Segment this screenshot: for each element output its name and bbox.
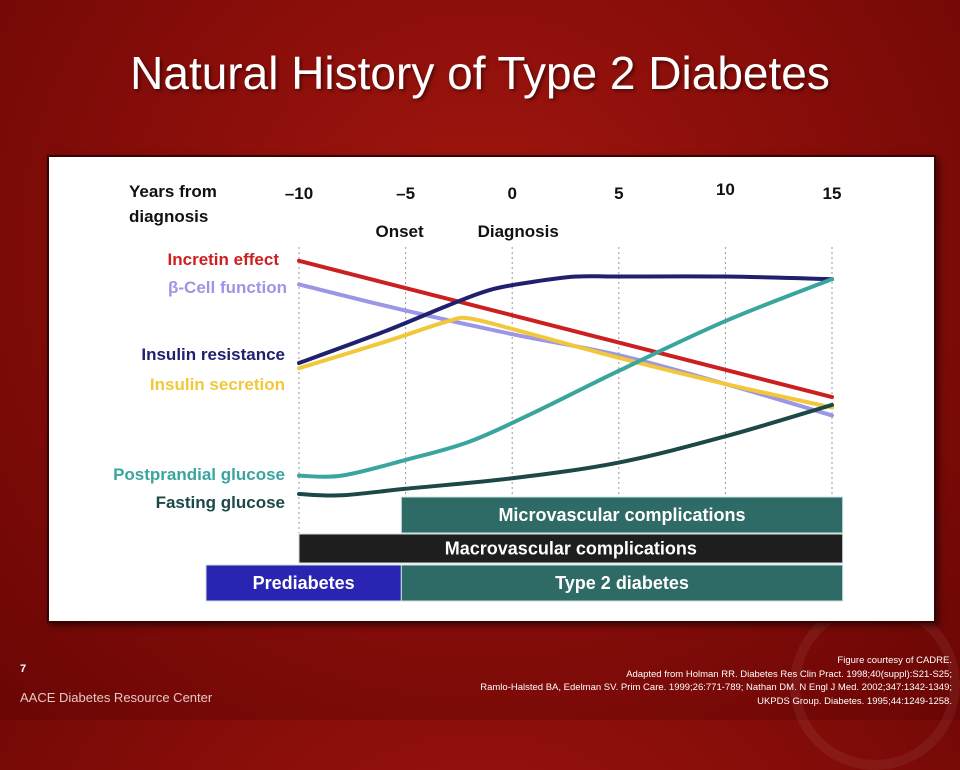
- bar-label: Microvascular complications: [498, 505, 745, 525]
- series-line: [297, 402, 834, 498]
- x-tick-label: 15: [823, 184, 842, 203]
- annotation-label: Diagnosis: [478, 222, 559, 241]
- x-tick-label: 0: [507, 184, 516, 203]
- slide-number: 7: [20, 663, 27, 675]
- bar-label: Macrovascular complications: [445, 539, 697, 559]
- series-label: Incretin effect: [168, 250, 280, 269]
- series-line: [297, 274, 834, 365]
- organization-name: AACE Diabetes Resource Center: [20, 690, 213, 705]
- chart-svg: Years from diagnosis –10 –5 0 5 10 15 Onset Diagn…: [113, 180, 844, 602]
- slide-title: Natural History of Type 2 Diabetes: [130, 47, 830, 99]
- series-label: Postprandial glucose: [113, 465, 285, 484]
- series-line: [297, 277, 834, 479]
- bar-label: Prediabetes: [253, 573, 355, 593]
- text-layer: Years from diagnosis –10 –5 0 5 10 15 Onset Diagn…: [113, 180, 841, 593]
- x-tick-label: 10: [716, 180, 735, 199]
- citation-line: UKPDS Group. Diabetes. 1995;44:1249-1258…: [757, 695, 952, 707]
- bar: [298, 533, 844, 564]
- x-tick-label: –10: [285, 184, 313, 203]
- series-line: [297, 315, 834, 410]
- series-layer: [297, 258, 834, 498]
- series-line: [297, 258, 834, 400]
- citation-line: Ramlo-Halsted BA, Edelman SV. Prim Care.…: [480, 682, 952, 693]
- bar-layer: [205, 496, 844, 602]
- x-axis-label: Years from diagnosis: [129, 182, 217, 226]
- series-label: Insulin secretion: [150, 375, 285, 394]
- series-label: Fasting glucose: [156, 493, 285, 512]
- citation-line: Adapted from Holman RR. Diabetes Res Cli…: [626, 668, 952, 680]
- x-tick-label: –5: [396, 184, 415, 203]
- chart-panel: Years from diagnosis –10 –5 0 5 10 15 Onset Diagn…: [47, 155, 936, 623]
- x-tick-label: 5: [614, 184, 623, 203]
- bar-label: Type 2 diabetes: [555, 573, 689, 593]
- annotation-label: Onset: [376, 222, 425, 241]
- bar: [400, 496, 844, 534]
- series-label: β-Cell function: [168, 278, 287, 297]
- bar: [400, 564, 844, 602]
- citations: Figure courtesy of CADRE. Adapted from Ho…: [252, 654, 952, 708]
- series-label: Insulin resistance: [141, 345, 285, 364]
- citation-line: Figure courtesy of CADRE.: [837, 655, 952, 666]
